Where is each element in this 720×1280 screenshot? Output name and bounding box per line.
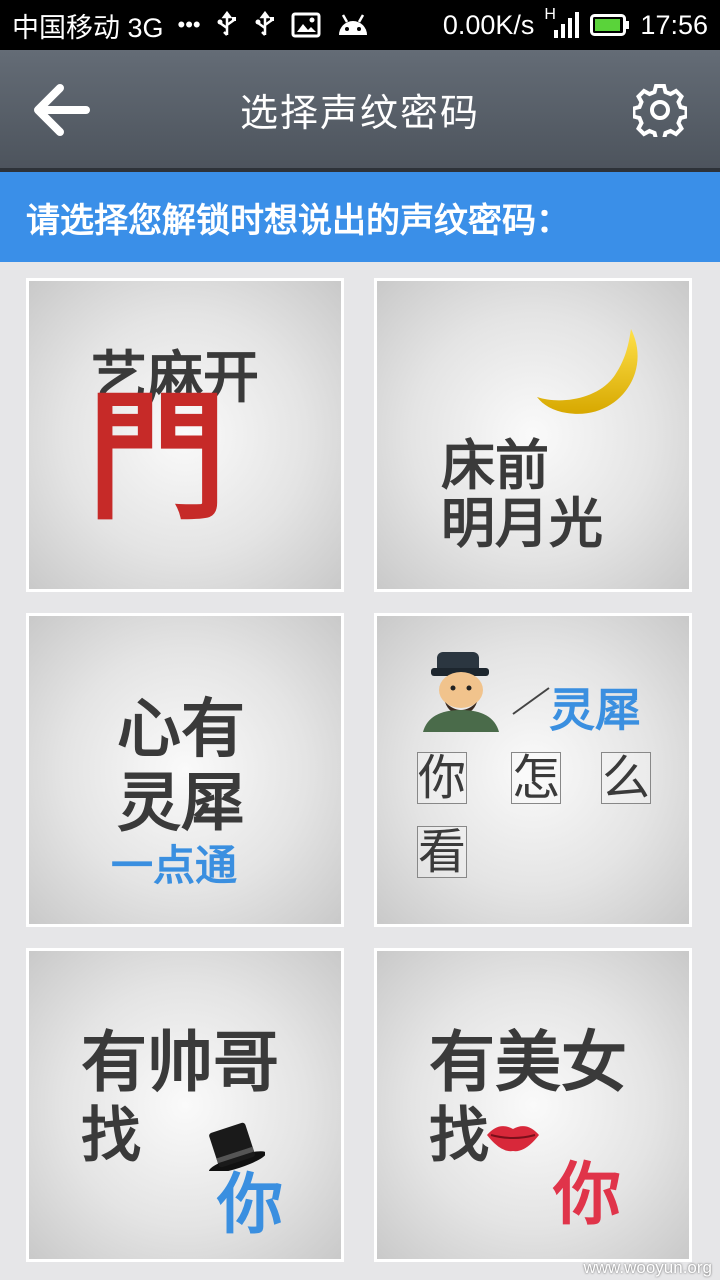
option-5-line3: 你: [217, 1166, 283, 1243]
back-button[interactable]: [32, 80, 92, 140]
notification-dots: •••: [177, 12, 201, 37]
instruction-banner: 请选择您解锁时想说出的声纹密码：: [0, 172, 720, 262]
android-icon: [335, 11, 371, 39]
option-4-tag: 灵犀: [549, 683, 641, 737]
option-4-char-3: 么: [601, 750, 652, 806]
gear-icon: [633, 84, 687, 137]
option-3-line2: 灵犀: [117, 767, 245, 841]
battery-icon: [590, 13, 630, 37]
option-6-line1: 有美女: [429, 1024, 627, 1101]
watermark: www.wooyun.org: [583, 1258, 712, 1277]
password-option-4[interactable]: 灵犀 你 怎 么 看: [374, 613, 692, 927]
option-4-char-1: 你: [417, 750, 468, 806]
password-option-1[interactable]: 艺麻开 門: [26, 278, 344, 592]
clock: 17:56: [640, 9, 708, 40]
speech-line-icon: [512, 687, 550, 715]
option-5-line2: 找: [81, 1101, 141, 1171]
network-speed: 0.00K/s: [442, 9, 535, 40]
top-hat-icon: [208, 1122, 265, 1171]
settings-button[interactable]: [630, 80, 690, 140]
password-option-6[interactable]: 有美女 找 你: [374, 948, 692, 1262]
scholar-avatar-icon: [423, 652, 499, 732]
option-4-char-4: 看: [417, 824, 468, 880]
usb-icon: [215, 11, 239, 39]
option-3-line1: 心有: [117, 693, 245, 767]
password-option-5[interactable]: 有帅哥 找 你: [26, 948, 344, 1262]
status-bar: 中国移动 3G ••• 0.00K/s H 17:56: [0, 0, 720, 50]
signal-icon: H: [544, 6, 580, 40]
option-1-line1: 艺麻开: [91, 346, 259, 411]
password-option-2[interactable]: 床前 明月光: [374, 278, 692, 592]
option-6-line2: 找: [429, 1101, 489, 1171]
option-5-line1: 有帅哥: [81, 1024, 279, 1101]
carrier-label: 中国移动 3G: [12, 12, 164, 43]
page-title: 选择声纹密码: [239, 90, 480, 135]
option-2-line2: 明月光: [441, 492, 603, 555]
title-bar-shadow: [0, 168, 720, 172]
arrow-left-icon: [34, 84, 90, 136]
option-1-line2: 門: [87, 377, 228, 540]
lips-kiss-icon: [487, 1126, 539, 1152]
usb-icon: [253, 11, 277, 39]
image-icon: [291, 12, 321, 38]
crescent-moon-icon: [537, 329, 638, 414]
option-2-line1: 床前: [441, 434, 549, 497]
title-bar: 选择声纹密码: [0, 50, 720, 168]
instruction-text: 请选择您解锁时想说出的声纹密码：: [26, 200, 570, 241]
option-3-line3: 一点通: [111, 841, 238, 890]
network-type: H: [544, 6, 556, 23]
option-6-line3: 你: [553, 1156, 622, 1235]
option-4-char-2: 怎: [511, 750, 562, 806]
password-option-3[interactable]: 心有 灵犀 一点通: [26, 613, 344, 927]
